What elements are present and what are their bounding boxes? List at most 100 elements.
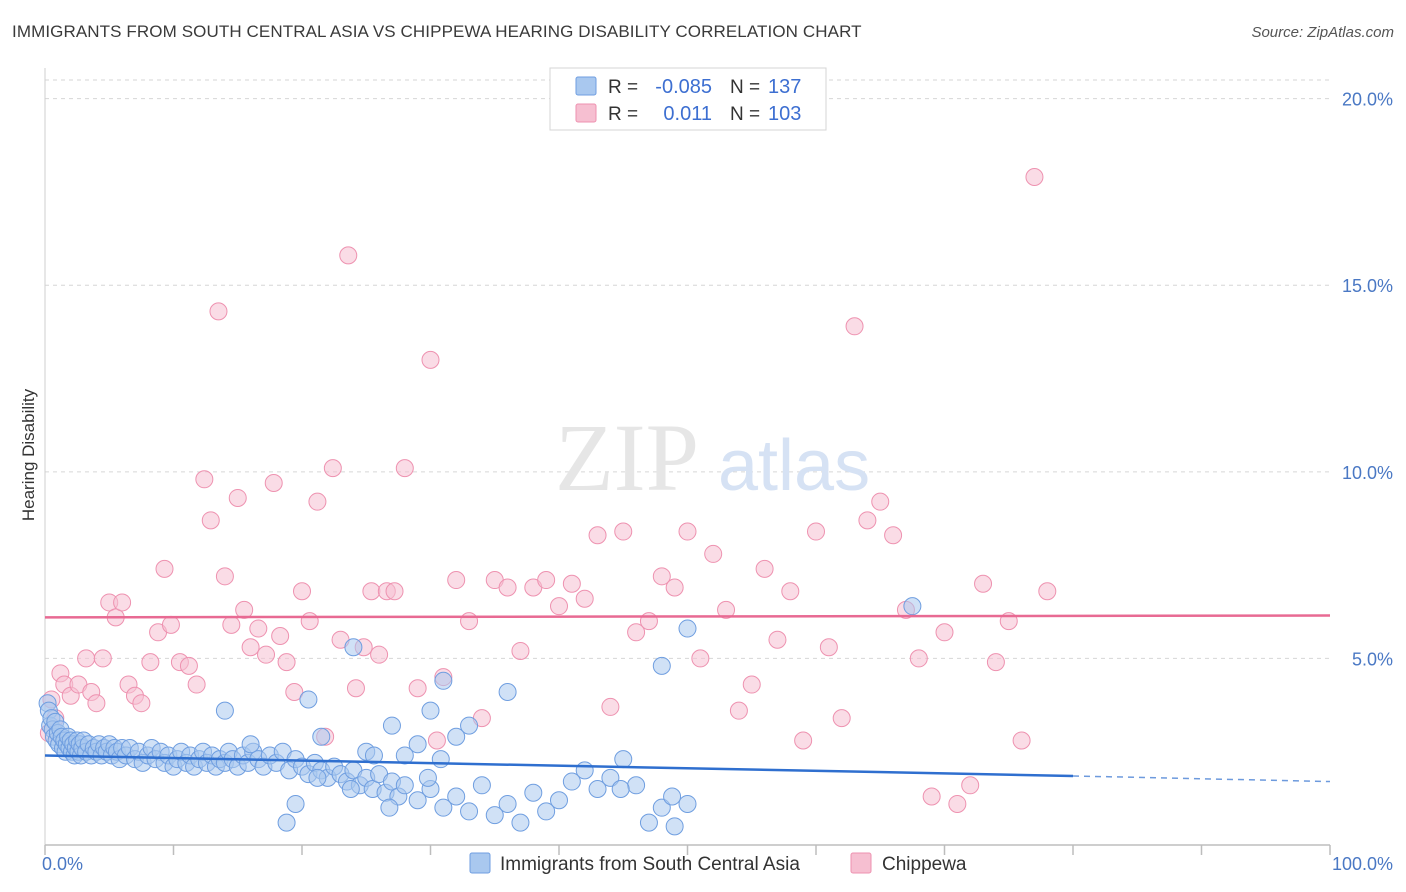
point-chippewa <box>161 615 180 634</box>
point-chippewa <box>421 350 440 369</box>
watermark-atlas: atlas <box>718 426 870 506</box>
series-swatch-pink <box>850 852 872 874</box>
point-south-central-asia <box>395 776 414 795</box>
point-chippewa <box>498 578 517 597</box>
point-chippewa <box>652 567 671 586</box>
point-south-central-asia <box>485 806 504 825</box>
point-chippewa <box>277 653 296 672</box>
point-chippewa <box>132 694 151 713</box>
point-chippewa <box>948 794 967 813</box>
point-chippewa <box>627 623 646 642</box>
legend-n-value: 103 <box>768 103 801 125</box>
point-chippewa <box>678 522 697 541</box>
point-south-central-asia <box>395 746 414 765</box>
series-legend: Immigrants from South Central Asia Chipp… <box>469 852 967 875</box>
y-tick-label: 15.0% <box>1342 276 1393 296</box>
point-south-central-asia <box>421 701 440 720</box>
legend-r-value: 0.011 <box>663 103 712 125</box>
correlation-legend: R = -0.085 N = 137 R = 0.011 N = 103 <box>549 67 827 131</box>
point-chippewa <box>1012 731 1031 750</box>
point-chippewa <box>550 597 568 616</box>
point-chippewa <box>794 731 813 750</box>
point-chippewa <box>323 459 342 478</box>
point-chippewa <box>385 582 404 601</box>
point-south-central-asia <box>408 791 427 810</box>
legend-r-label: R = <box>608 77 638 98</box>
point-chippewa <box>601 697 620 716</box>
point-south-central-asia <box>678 619 697 638</box>
point-chippewa <box>974 574 993 593</box>
point-chippewa <box>755 559 774 578</box>
point-chippewa <box>447 571 466 590</box>
point-chippewa <box>300 612 319 631</box>
point-chippewa <box>781 582 800 601</box>
point-south-central-asia <box>614 750 633 769</box>
point-south-central-asia <box>472 776 491 795</box>
point-chippewa <box>155 559 174 578</box>
point-chippewa <box>1038 582 1057 601</box>
point-chippewa <box>201 511 220 530</box>
legend-swatch-pink <box>575 103 597 123</box>
point-chippewa <box>460 612 479 631</box>
point-chippewa <box>264 474 283 493</box>
point-chippewa <box>228 488 247 507</box>
point-south-central-asia <box>903 597 922 616</box>
point-chippewa <box>665 578 684 597</box>
point-south-central-asia <box>447 727 466 746</box>
point-chippewa <box>187 675 206 694</box>
legend-n-label: N = <box>730 77 760 98</box>
trend-line-south-central-asia <box>44 754 1074 778</box>
point-chippewa <box>639 612 658 631</box>
y-tick-labels: 5.0% 10.0% 15.0% 20.0% <box>1342 90 1393 670</box>
point-chippewa <box>832 709 851 728</box>
point-south-central-asia <box>665 817 684 836</box>
point-south-central-asia <box>434 671 453 690</box>
point-south-central-asia <box>460 716 479 735</box>
point-chippewa <box>961 776 980 795</box>
point-south-central-asia <box>341 780 360 799</box>
point-chippewa <box>511 641 530 660</box>
point-south-central-asia <box>408 735 427 754</box>
y-axis-label: Hearing Disability <box>19 388 38 521</box>
point-chippewa <box>395 459 414 478</box>
point-south-central-asia <box>434 798 453 817</box>
point-chippewa <box>986 653 1005 672</box>
point-south-central-asia <box>524 783 543 802</box>
point-chippewa <box>768 630 787 649</box>
point-chippewa <box>408 679 427 698</box>
point-chippewa <box>195 470 214 489</box>
point-chippewa <box>575 589 594 608</box>
point-south-central-asia <box>447 787 466 806</box>
legend-swatch-blue <box>575 76 597 96</box>
point-south-central-asia <box>562 772 581 791</box>
point-south-central-asia <box>382 716 401 735</box>
point-chippewa <box>729 701 748 720</box>
point-south-central-asia <box>588 780 607 799</box>
point-chippewa <box>704 544 723 563</box>
y-tick-label: 5.0% <box>1352 649 1393 669</box>
point-chippewa <box>871 492 890 511</box>
point-south-central-asia <box>380 798 399 817</box>
point-chippewa <box>87 694 106 713</box>
point-chippewa <box>249 619 268 638</box>
point-chippewa <box>588 526 607 545</box>
point-chippewa <box>935 623 954 642</box>
point-chippewa <box>819 638 838 657</box>
point-chippewa <box>884 526 903 545</box>
point-chippewa <box>215 567 234 586</box>
point-south-central-asia <box>575 761 594 780</box>
source-label: Source: ZipAtlas.com <box>1251 24 1394 41</box>
point-south-central-asia <box>627 776 646 795</box>
point-chippewa <box>93 649 112 668</box>
point-chippewa <box>922 787 941 806</box>
point-chippewa <box>285 683 304 701</box>
point-south-central-asia <box>418 768 437 787</box>
point-south-central-asia <box>364 746 383 765</box>
chart-title: IMMIGRANTS FROM SOUTH CENTRAL ASIA VS CH… <box>12 22 862 41</box>
point-south-central-asia <box>537 802 556 821</box>
legend-n-value: 137 <box>768 76 801 98</box>
point-chippewa <box>614 522 633 541</box>
point-chippewa <box>858 511 877 530</box>
point-chippewa <box>179 656 198 675</box>
